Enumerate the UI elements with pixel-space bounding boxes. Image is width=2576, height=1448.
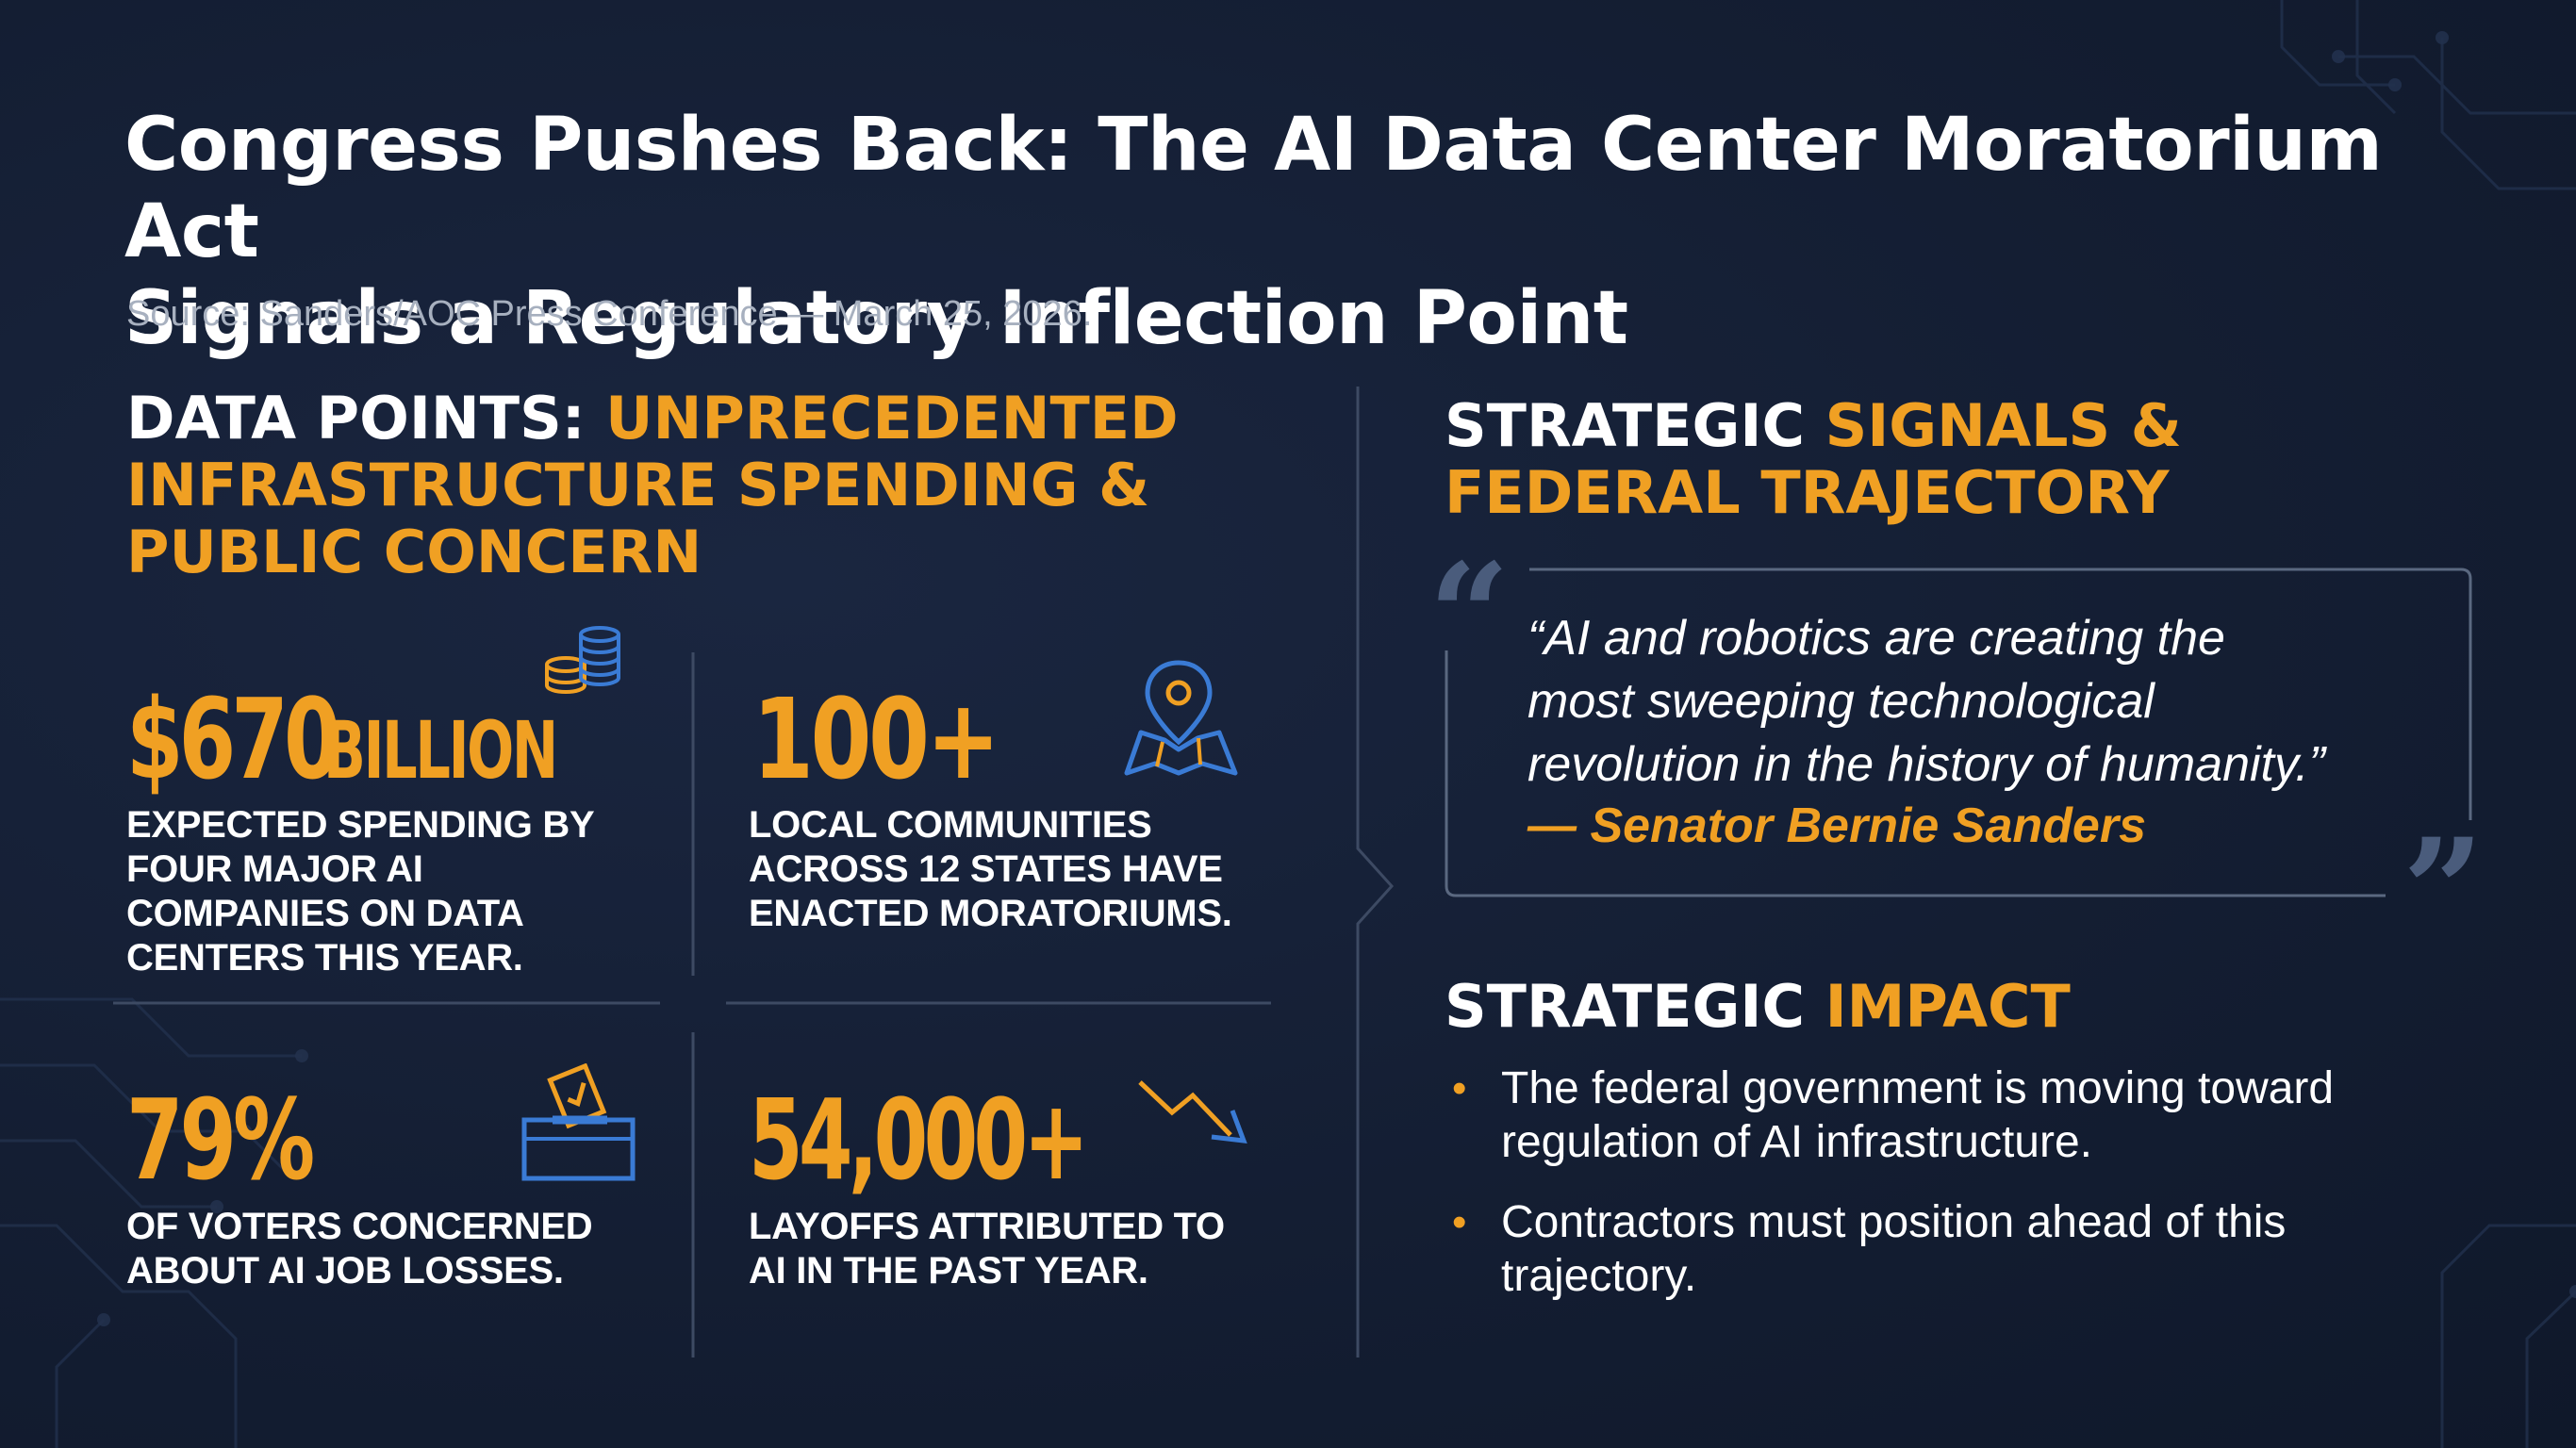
source-line: Source: Sanders/AOC Press Conference — M…: [126, 294, 1093, 334]
page-title: Congress Pushes Back: The AI Data Center…: [124, 102, 2482, 362]
desc-line: COMPANIES ON DATA: [126, 893, 524, 934]
heading-white-part: STRATEGIC: [1445, 972, 1805, 1041]
list-item: • Contractors must position ahead of thi…: [1445, 1195, 2529, 1303]
heading-orange-part: FEDERAL TRAJECTORY: [1445, 458, 2170, 527]
stat-voters: 79%: [126, 1075, 352, 1205]
desc-line: ABOUT AI JOB LOSSES.: [126, 1250, 564, 1292]
bullet-icon: •: [1452, 1199, 1467, 1245]
quote-line: revolution in the history of humanity.”: [1527, 737, 2325, 792]
bullet-icon: •: [1452, 1065, 1467, 1111]
map-pin-icon: [1124, 660, 1238, 776]
stat-spending-desc: EXPECTED SPENDING BY FOUR MAJOR AI COMPA…: [126, 803, 595, 980]
stat-layoffs: 54,000+: [749, 1075, 1180, 1205]
stat-layoffs-desc: LAYOFFS ATTRIBUTED TO AI IN THE PAST YEA…: [749, 1205, 1225, 1293]
stat-communities: 100+: [752, 674, 1031, 804]
desc-line: LAYOFFS ATTRIBUTED TO: [749, 1206, 1225, 1247]
list-item: • The federal government is moving towar…: [1445, 1061, 2529, 1169]
stat-communities-desc: LOCAL COMMUNITIES ACROSS 12 STATES HAVE …: [749, 803, 1232, 936]
stat-voters-desc: OF VOTERS CONCERNED ABOUT AI JOB LOSSES.: [126, 1205, 593, 1293]
bullet-line: trajectory.: [1501, 1251, 1697, 1301]
close-quote-icon: ”: [2403, 808, 2485, 974]
impact-heading: STRATEGIC IMPACT: [1445, 973, 2071, 1040]
desc-line: FOUR MAJOR AI: [126, 848, 423, 890]
desc-line: OF VOTERS CONCERNED: [126, 1206, 593, 1247]
desc-line: CENTERS THIS YEAR.: [126, 937, 523, 979]
desc-line: LOCAL COMMUNITIES: [749, 804, 1152, 846]
title-line-1: Congress Pushes Back: The AI Data Center…: [124, 103, 2383, 274]
stat-value: 54,000+: [749, 1075, 1089, 1205]
heading-white-part: STRATEGIC: [1445, 391, 1805, 460]
title-line-2: Signals a Regulatory Inflection Point: [124, 276, 1628, 361]
desc-line: EXPECTED SPENDING BY: [126, 804, 595, 846]
desc-line: AI IN THE PAST YEAR.: [749, 1250, 1148, 1292]
heading-orange-part: IMPACT: [1825, 972, 2071, 1041]
stat-value: 100+: [752, 674, 1000, 804]
coins-stack-icon: [545, 626, 620, 694]
heading-orange-part: SIGNALS &: [1825, 391, 2182, 460]
bullet-line: regulation of AI infrastructure.: [1501, 1117, 2092, 1167]
heading-orange-part: INFRASTRUCTURE SPENDING &: [126, 451, 1150, 519]
impact-bullets: • The federal government is moving towar…: [1445, 1061, 2529, 1329]
stat-value: $670: [126, 674, 341, 804]
quote-author: — Senator Bernie Sanders: [1527, 798, 2146, 853]
bullet-line: Contractors must position ahead of this: [1501, 1197, 2287, 1247]
data-points-heading: DATA POINTS: UNPRECEDENTED INFRASTRUCTUR…: [126, 385, 1305, 585]
stat-spending: $670BILLION: [126, 674, 622, 804]
heading-orange-part: PUBLIC CONCERN: [126, 518, 702, 586]
stat-value: 79%: [126, 1075, 315, 1205]
quote-frame: [1445, 568, 2472, 897]
desc-line: ENACTED MORATORIUMS.: [749, 893, 1232, 934]
quote-text: “AI and robotics are creating the most s…: [1527, 607, 2489, 797]
heading-white-part: DATA POINTS:: [126, 384, 586, 452]
stat-unit: BILLION: [323, 704, 558, 797]
desc-line: ACROSS 12 STATES HAVE: [749, 848, 1223, 890]
open-quote-icon: “: [1428, 533, 1511, 699]
trend-down-icon: [1138, 1080, 1247, 1144]
ballot-box-icon: [521, 1063, 636, 1181]
strategic-heading: STRATEGIC SIGNALS & FEDERAL TRAJECTORY: [1445, 392, 2482, 526]
quote-line: “AI and robotics are creating the: [1527, 611, 2225, 666]
heading-orange-part: UNPRECEDENTED: [605, 384, 1179, 452]
quote-line: most sweeping technological: [1527, 674, 2155, 729]
bullet-line: The federal government is moving toward: [1501, 1063, 2335, 1113]
